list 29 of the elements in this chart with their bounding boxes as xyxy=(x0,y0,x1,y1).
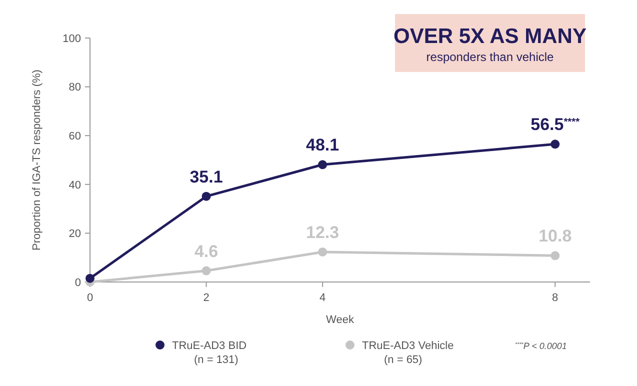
x-tick-label: 4 xyxy=(319,292,326,304)
point xyxy=(318,160,328,170)
data-label: 12.3 xyxy=(306,222,340,242)
chart-title: OVER 5X AS MANY xyxy=(394,25,586,48)
y-tick-label: 20 xyxy=(68,228,81,240)
data-label: 10.8 xyxy=(538,226,572,246)
y-tick-label: 80 xyxy=(68,82,81,94)
text: $^{****}$P < 0.0001 xyxy=(515,341,567,351)
data-label: 35.1 xyxy=(190,167,223,186)
point xyxy=(202,192,211,201)
y-axis-title: Proportion of IGA-TS responders (%) xyxy=(31,70,43,250)
x-axis-title: Week xyxy=(326,314,354,326)
data-label: 4.6 xyxy=(194,242,218,261)
data-label: 48.1 xyxy=(306,136,340,155)
x-tick-label: 2 xyxy=(203,292,210,304)
x-tick-label: 0 xyxy=(86,292,94,304)
y-tick-label: 60 xyxy=(68,130,81,142)
point xyxy=(202,266,211,276)
legend-label: TRuE-AD3 Vehicle (n = 65) xyxy=(362,340,454,366)
text: responders than vehicle xyxy=(426,50,554,64)
legend-label: TRuE-AD3 BID (n = 131) xyxy=(172,340,247,366)
x-tick-label: 8 xyxy=(552,292,558,304)
y-tick-label: 0 xyxy=(74,276,81,289)
y-tick-label: 40 xyxy=(68,179,81,192)
y-tick-label: 100 xyxy=(62,32,81,45)
point xyxy=(550,251,560,260)
point xyxy=(318,247,328,256)
point xyxy=(550,140,560,149)
data-label: 56.5$^{****}$ xyxy=(530,115,580,134)
